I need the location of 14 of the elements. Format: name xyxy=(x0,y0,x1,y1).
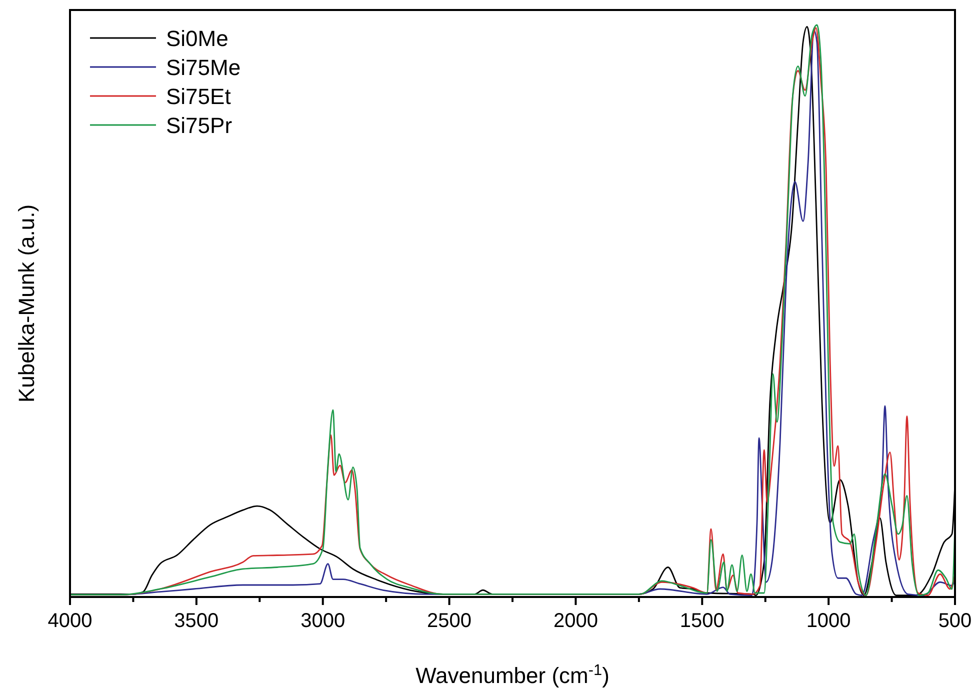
legend-label: Si0Me xyxy=(166,26,228,51)
legend-label: Si75Me xyxy=(166,55,241,80)
x-tick-label: 4000 xyxy=(48,610,92,632)
x-tick-label: 2500 xyxy=(427,610,472,632)
x-axis-title: Wavenumber (cm$^{-1}$) xyxy=(416,662,610,688)
x-tick-label: 3000 xyxy=(300,610,346,632)
legend-label: Si75Pr xyxy=(166,113,232,138)
x-tick-label: 1500 xyxy=(680,610,724,632)
x-tick-label: 1000 xyxy=(806,610,851,632)
x-tick-label: 3500 xyxy=(174,610,219,632)
legend-label: Si75Et xyxy=(166,84,231,109)
x-tick-label: 500 xyxy=(938,610,972,632)
y-axis-title: Kubelka-Munk (a.u.) xyxy=(14,204,39,403)
x-tick-label: 2000 xyxy=(553,610,598,632)
